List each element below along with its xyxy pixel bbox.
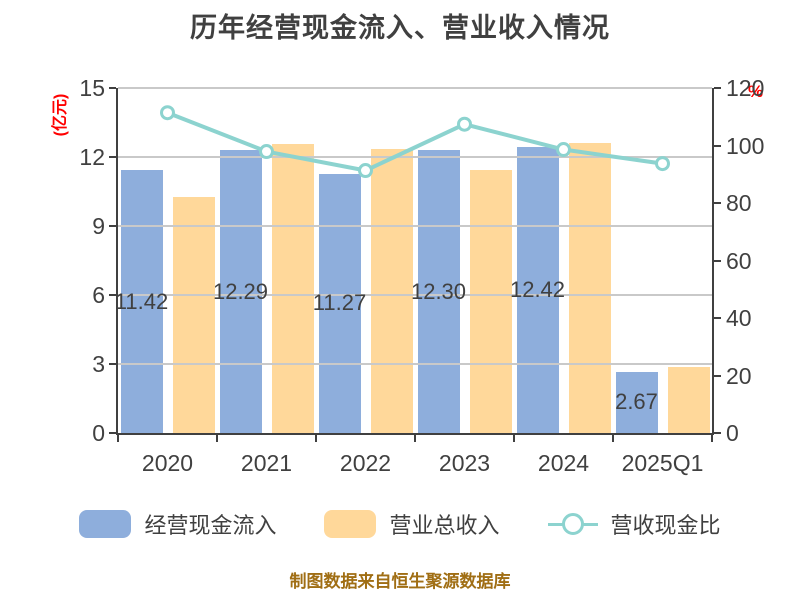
category-group-2025Q1: 2.67: [613, 88, 712, 433]
gridline-12: [118, 156, 712, 158]
x-axis-label-2020: 2020: [141, 450, 194, 476]
left-tick-mark-9: [109, 225, 116, 227]
bar-operating-cash-inflow-2024: [516, 147, 559, 433]
right-tick-label-60: 60: [726, 247, 752, 274]
bar-total-revenue-2025Q1: [667, 367, 710, 433]
bar-value-label-2025Q1: 2.67: [615, 389, 658, 415]
bar-operating-cash-inflow-2022: [318, 173, 361, 433]
right-tick-mark-0: [714, 432, 721, 434]
left-tick-label-3: 3: [92, 351, 105, 377]
bar-operating-cash-inflow-2020: [120, 170, 163, 433]
legend-label-operating-cash-inflow: 经营现金流入: [144, 513, 277, 538]
bar-total-revenue-2023: [469, 169, 512, 433]
x-axis-label-2024: 2024: [537, 450, 590, 476]
bar-operating-cash-inflow-2021: [219, 150, 262, 433]
x-tick-mark-5: [612, 435, 614, 442]
x-tick-mark-4: [513, 435, 515, 442]
category-group-2021: 12.29: [213, 88, 316, 433]
bar-value-label-2023: 12.30: [410, 278, 467, 304]
ratio-marker-2022: [358, 163, 373, 179]
right-tick-label-0: 0: [726, 420, 739, 446]
left-tick-mark-12: [109, 156, 116, 158]
plot-area: 11.42 12.29 11.27 12.30 12.42 2.67: [114, 87, 712, 433]
legend-item-total-revenue: 营业总收入: [324, 508, 500, 540]
ratio-marker-2025Q1: [655, 156, 670, 172]
left-tick-label-12: 12: [79, 144, 105, 170]
ratio-marker-2021: [259, 144, 274, 160]
gridline-9: [118, 225, 712, 227]
gridline-15: [118, 87, 712, 89]
gridline-3: [118, 363, 712, 365]
bottom-axis-line: [116, 433, 714, 435]
legend-line-marker-icon: [547, 510, 598, 538]
legend-swatch-total-revenue: [324, 510, 377, 538]
right-tick-mark-20: [714, 374, 721, 377]
bar-total-revenue-2024: [568, 143, 611, 433]
ratio-marker-2024: [556, 142, 571, 158]
right-tick-mark-120: [714, 87, 721, 89]
bar-value-label-2021: 12.29: [212, 278, 269, 304]
legend-label-total-revenue: 营业总收入: [389, 513, 500, 538]
x-axis-label-2021: 2021: [240, 450, 293, 476]
right-axis-line: [712, 88, 714, 435]
left-axis-line: [116, 88, 118, 435]
left-tick-label-9: 9: [92, 213, 105, 239]
x-tick-mark-2: [315, 435, 317, 442]
x-axis-label-2025Q1: 2025Q1: [621, 450, 704, 476]
left-tick-label-15: 15: [79, 75, 105, 101]
left-tick-mark-0: [109, 432, 116, 434]
right-tick-label-80: 80: [726, 190, 752, 216]
legend: 经营现金流入 营业总收入 营收现金比: [0, 508, 800, 540]
right-tick-mark-80: [714, 202, 721, 204]
right-tick-label-40: 40: [726, 305, 752, 331]
legend-item-operating-cash-inflow: 经营现金流入: [79, 508, 276, 540]
x-tick-mark-1: [216, 435, 218, 442]
bar-value-label-2022: 11.27: [312, 290, 367, 316]
legend-label-revenue-cash-ratio: 营收现金比: [610, 513, 721, 538]
bar-value-label-2024: 12.42: [509, 277, 566, 303]
bar-total-revenue-2022: [370, 148, 413, 433]
category-group-2024: 12.42: [510, 88, 613, 433]
category-group-2020: 11.42: [114, 88, 217, 433]
x-tick-mark-3: [414, 435, 416, 442]
right-axis-unit-label: %: [748, 82, 764, 101]
ratio-marker-2023: [457, 116, 472, 132]
legend-item-revenue-cash-ratio: 营收现金比: [547, 508, 721, 540]
right-tick-mark-100: [714, 144, 721, 147]
revenue-cash-ratio-line: [160, 105, 670, 179]
left-tick-mark-3: [109, 363, 116, 365]
right-tick-label-20: 20: [726, 362, 752, 389]
category-group-2023: 12.30: [411, 88, 514, 433]
left-tick-mark-15: [109, 87, 116, 89]
x-tick-mark-0: [117, 435, 119, 442]
data-source-credit: 制图数据来自恒生聚源数据库: [289, 572, 511, 591]
right-tick-mark-60: [714, 259, 721, 262]
x-axis-label-2023: 2023: [438, 450, 491, 476]
bar-value-label-2020: 11.42: [114, 288, 169, 314]
right-tick-mark-40: [714, 317, 721, 319]
x-axis-label-2022: 2022: [339, 450, 392, 476]
left-tick-mark-6: [109, 294, 116, 296]
bar-total-revenue-2021: [271, 144, 314, 433]
legend-swatch-operating-cash-inflow: [79, 510, 132, 538]
gridline-6: [118, 294, 712, 296]
chart-title: 历年经营现金流入、营业收入情况: [190, 13, 610, 43]
bar-operating-cash-inflow-2023: [417, 150, 460, 433]
left-tick-label-0: 0: [92, 420, 105, 446]
bar-total-revenue-2020: [172, 197, 215, 433]
left-tick-label-6: 6: [92, 282, 105, 308]
x-tick-mark-6: [711, 435, 713, 442]
category-group-2022: 11.27: [312, 88, 415, 433]
right-tick-label-120: 120: [726, 75, 765, 101]
ratio-marker-2020: [160, 105, 175, 121]
bar-operating-cash-inflow-2025Q1: [615, 371, 658, 433]
right-tick-label-100: 100: [726, 132, 765, 159]
